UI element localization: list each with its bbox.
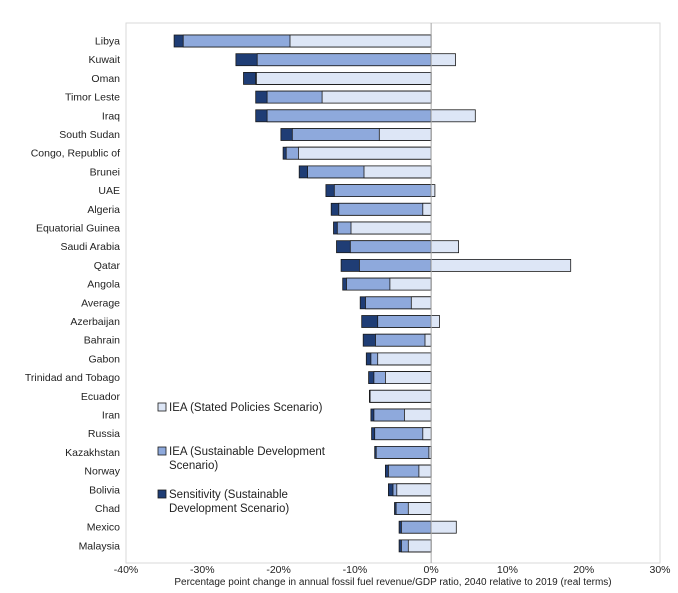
legend-swatch-stated-policies: [157, 402, 167, 412]
category-label-trinidad-and-tobago: Trinidad and Tobago: [25, 372, 120, 384]
bar-stated-policies-gabon: [377, 352, 432, 366]
category-label-gabon: Gabon: [88, 353, 120, 365]
bar-sustainable-development-iraq: [266, 109, 432, 123]
category-labels: Libya Kuwait Oman Timor Leste Iraq South Suda…: [25, 36, 121, 553]
bar-sustainable-development-qatar: [358, 258, 432, 272]
category-label-mexico: Mexico: [87, 522, 120, 534]
bar-stated-policies-chad: [407, 502, 432, 515]
bar-sustainable-development-mexico: [400, 520, 432, 534]
bar-stated-policies-angola: [389, 277, 432, 291]
bar-stated-policies-libya: [289, 34, 432, 48]
plot-frame: [125, 22, 661, 564]
bar-stated-policies-bahrain: [424, 333, 432, 347]
x-tick-label: -10%: [343, 564, 368, 576]
category-label-brunei: Brunei: [90, 166, 120, 178]
category-label-russia: Russia: [88, 428, 120, 440]
bar-stated-policies-algeria: [422, 202, 432, 216]
legend-label-sensitivity: Sensitivity (Sustainable Development Scen…: [169, 489, 289, 515]
bar-sustainable-development-uae: [333, 184, 432, 198]
bar-stated-policies-equatorial-guinea: [350, 221, 432, 235]
legend-label-stated-policies: IEA (Stated Policies Scenario): [169, 402, 323, 414]
category-label-bahrain: Bahrain: [84, 335, 120, 347]
bar-stated-policies-norway: [418, 464, 432, 478]
bar-sustainable-development-kuwait: [256, 53, 432, 67]
bar-stated-policies-timor-leste: [321, 90, 432, 104]
x-tick-label: 20%: [573, 564, 594, 576]
bar-stated-policies-average: [410, 296, 432, 310]
category-label-ecuador: Ecuador: [81, 391, 121, 403]
category-label-angola: Angola: [87, 279, 120, 291]
bar-sustainable-development-saudi-arabia: [349, 240, 432, 254]
category-label-average: Average: [81, 297, 120, 309]
bar-stated-policies-iraq: [430, 109, 476, 123]
category-label-norway: Norway: [84, 466, 120, 478]
bar-stated-policies-qatar: [430, 258, 572, 272]
bar-stated-policies-trinidad-and-tobago: [384, 371, 432, 385]
x-tick-label: -40%: [114, 564, 139, 576]
bar-stated-policies-saudi-arabia: [430, 240, 460, 254]
bar-sustainable-development-algeria: [338, 202, 432, 216]
x-tick-label: 10%: [497, 564, 518, 576]
category-label-uae: UAE: [98, 185, 120, 197]
category-label-saudi-arabia: Saudi Arabia: [60, 241, 120, 253]
bar-stated-policies-russia: [422, 427, 432, 441]
category-label-iran: Iran: [102, 410, 120, 422]
category-label-south-sudan: South Sudan: [59, 129, 120, 141]
legend-swatch-sensitivity: [157, 489, 167, 499]
bar-stated-policies-bolivia: [396, 483, 432, 497]
bar-stated-policies-brunei: [363, 165, 432, 179]
category-label-kazakhstan: Kazakhstan: [65, 447, 120, 459]
category-label-chad: Chad: [95, 503, 120, 515]
category-label-kuwait: Kuwait: [88, 54, 120, 66]
bar-stated-policies-congo-republic-of: [297, 146, 432, 160]
bar-stated-policies-mexico: [430, 520, 457, 534]
legend-swatch-sustainable-development: [157, 446, 167, 456]
bar-stated-policies-ecuador: [369, 389, 432, 403]
category-label-congo-republic-of: Congo, Republic of: [31, 148, 120, 160]
category-label-libya: Libya: [95, 36, 120, 48]
legend-label-sustainable-development: IEA (Sustainable Development Scenario): [169, 446, 326, 472]
category-label-timor-leste: Timor Leste: [65, 92, 120, 104]
bar-stated-policies-azerbaijan: [430, 315, 440, 328]
x-tick-label: -20%: [266, 564, 291, 576]
x-tick-labels: -40% -30% -20% -10% 0% 10% 20% 30%: [114, 564, 671, 576]
bar-sustainable-development-azerbaijan: [377, 315, 432, 328]
legend: IEA (Stated Policies Scenario) IEA (Susta…: [157, 402, 326, 515]
category-label-iraq: Iraq: [102, 110, 120, 122]
category-label-oman: Oman: [91, 73, 120, 85]
bar-stated-policies-uae: [430, 184, 436, 198]
bar-sustainable-development-bahrain: [375, 333, 432, 347]
bar-stated-policies-iran: [403, 408, 432, 422]
x-tick-label: 30%: [649, 564, 670, 576]
x-tick-label: 0%: [424, 564, 439, 576]
bar-sustainable-development-kazakhstan: [375, 445, 432, 459]
bar-stated-policies-malaysia: [407, 539, 432, 553]
x-axis-title: Percentage point change in annual fossil…: [174, 577, 611, 588]
bar-stated-policies-kuwait: [430, 53, 456, 67]
category-label-bolivia: Bolivia: [89, 484, 120, 496]
category-label-qatar: Qatar: [94, 260, 121, 272]
x-tick-label: -30%: [190, 564, 215, 576]
bar-stated-policies-south-sudan: [378, 128, 432, 141]
category-label-malaysia: Malaysia: [79, 540, 121, 552]
category-label-equatorial-guinea: Equatorial Guinea: [36, 223, 120, 235]
bar-layer: [173, 34, 572, 553]
bar-stated-policies-oman: [255, 72, 432, 85]
category-label-azerbaijan: Azerbaijan: [70, 316, 120, 328]
category-label-algeria: Algeria: [87, 204, 120, 216]
